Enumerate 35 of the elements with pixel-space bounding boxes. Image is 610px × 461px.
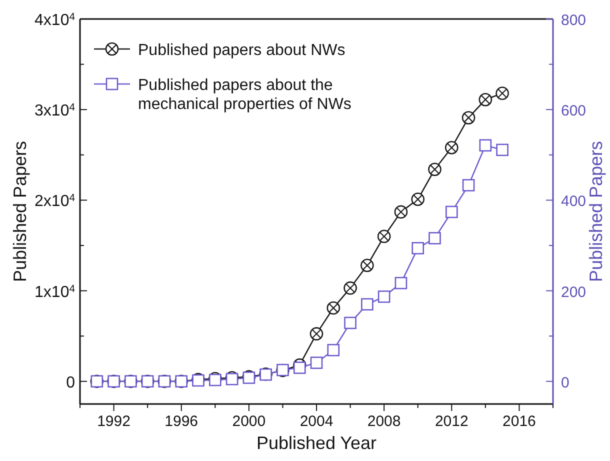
x-tick-label: 1992 (97, 413, 130, 430)
x-tick-label: 2012 (434, 413, 468, 430)
x-tick-label: 2004 (300, 413, 334, 430)
point (412, 242, 424, 254)
point (293, 362, 306, 374)
point (394, 276, 408, 290)
point (327, 344, 340, 356)
legend-label: Published papers about NWs (138, 42, 346, 59)
y2-axis-title: Published Papers (586, 140, 606, 282)
point (361, 298, 374, 311)
x-tick-label: 2000 (232, 413, 266, 430)
y-tick-label: 4x10$^{4}$ (34, 12, 76, 29)
point (310, 356, 323, 369)
y2-tick-label: 0 (561, 374, 570, 392)
point (445, 206, 458, 218)
y-axis-title: Published Papers (10, 140, 30, 282)
y-tick-label: 1x10$^{4}$ (34, 283, 76, 301)
y2-tick-label: 200 (561, 284, 586, 301)
point (344, 316, 356, 330)
point (378, 290, 390, 303)
y-tick-label: 0 (66, 374, 76, 392)
point (479, 139, 492, 152)
x-tick-label: 2016 (502, 413, 536, 430)
y2-tick-label: 600 (561, 102, 586, 120)
point (496, 144, 508, 156)
y-tick-label: 2x10$^{4}$ (34, 192, 76, 210)
y2-tick-label: 400 (561, 193, 586, 210)
y2-tick-label: 800 (561, 12, 586, 29)
x-tick-label: 2008 (367, 413, 401, 430)
x-axis-title: Published Year (256, 433, 377, 453)
point (428, 232, 441, 244)
x-tick-label: 1996 (164, 413, 198, 430)
point (462, 179, 475, 192)
y-tick-label: 3x10$^{4}$ (34, 102, 76, 120)
legend-label: Published papers about the mechanical properties of NWs (138, 77, 352, 113)
